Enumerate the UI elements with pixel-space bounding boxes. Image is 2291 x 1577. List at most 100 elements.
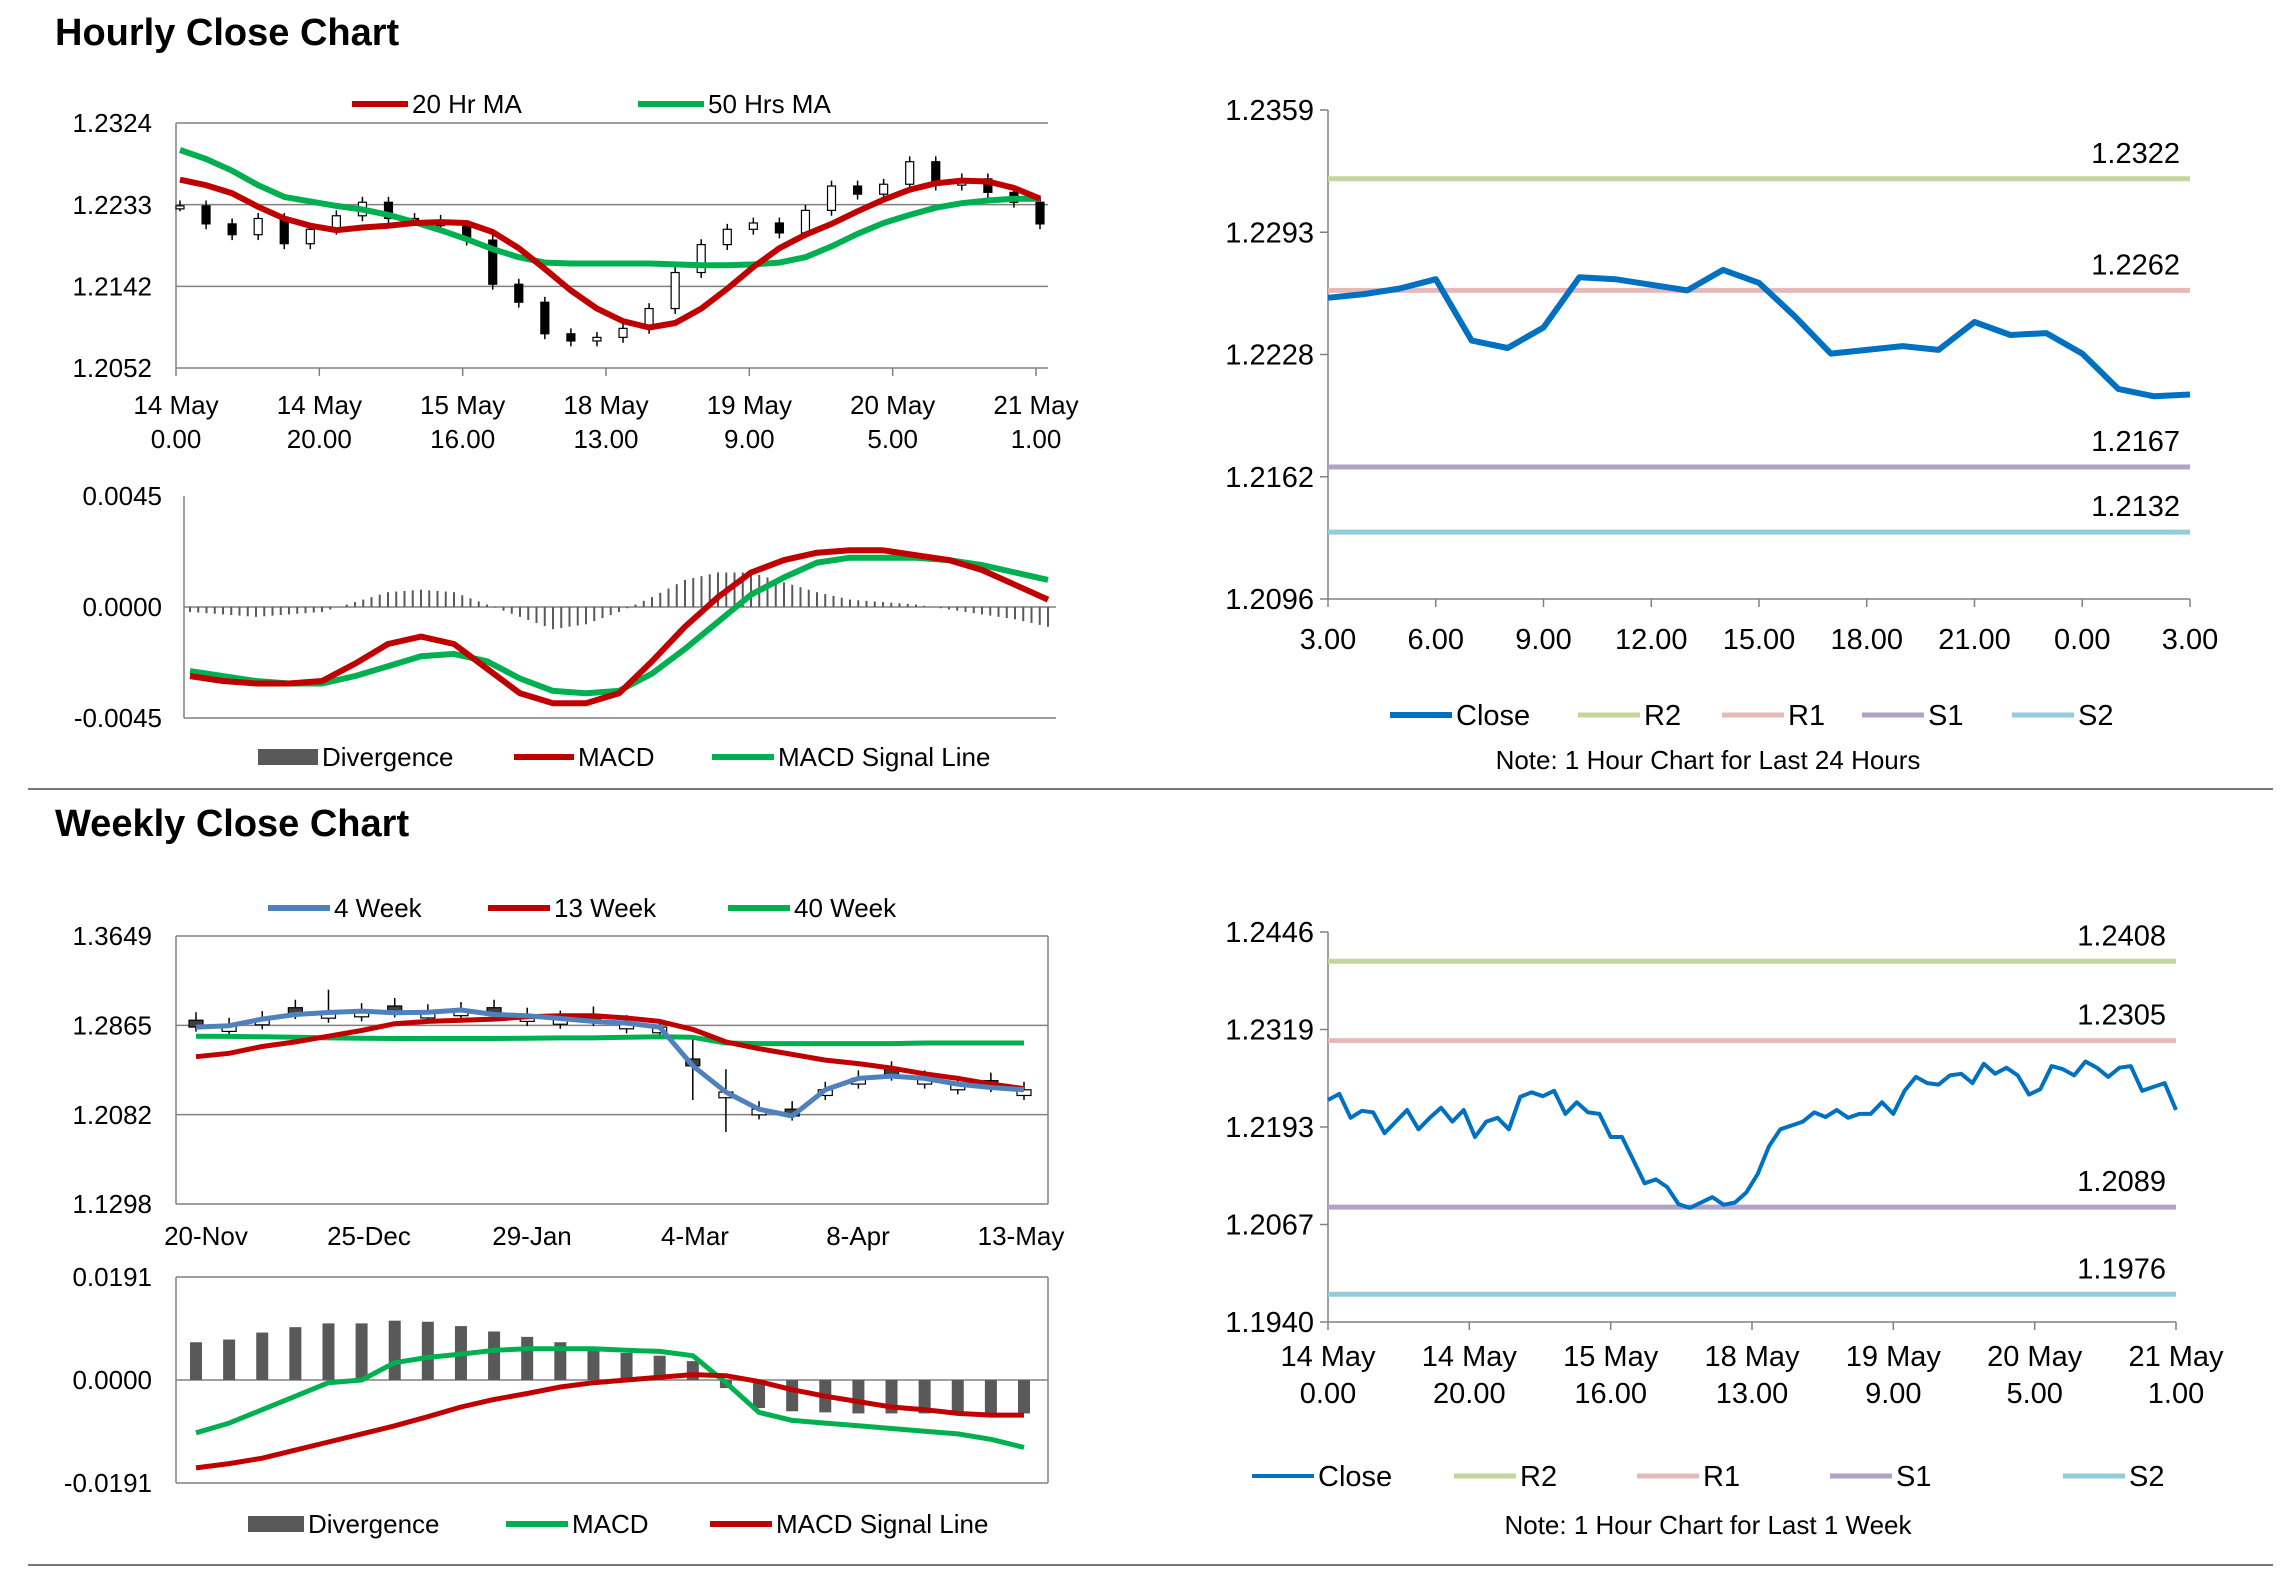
weekly_1w-x-tick-label: 20 May — [1987, 1341, 2083, 1373]
hourly_24h-x-tick-label: 12.00 — [1615, 624, 1688, 656]
candle-body — [774, 222, 784, 234]
hourly_24h-x-tick-label: 21.00 — [1938, 624, 2011, 656]
candle-body — [383, 201, 394, 220]
candle-body — [540, 301, 550, 335]
weekly_1w-y-tick-label: 1.2319 — [1225, 1015, 1314, 1047]
weekly-price-legend-label: 40 Week — [794, 893, 897, 923]
weekly_1w-x-tick-label: 14 May — [1422, 1341, 1518, 1373]
weekly-section-title: Weekly Close Chart — [55, 803, 410, 845]
hourly_24h-x-tick-label: 18.00 — [1830, 624, 1903, 656]
weekly_1w-x-tick-label: 20.00 — [1433, 1378, 1506, 1410]
hourly_24h-x-tick-label: 9.00 — [1515, 624, 1571, 656]
ma-50-line — [179, 147, 1040, 269]
hourly-price-x-tick-label: 9.00 — [724, 424, 775, 454]
weekly-price-x-tick-label: 25-Dec — [327, 1221, 411, 1251]
weekly-macd-y-tick-label: 0.0000 — [72, 1365, 152, 1395]
divergence-bar — [256, 1332, 269, 1380]
hourly-price-x-tick-label: 5.00 — [867, 424, 918, 454]
hourly-macd-legend-label: Divergence — [322, 742, 454, 772]
legend-label: R2 — [1644, 700, 1681, 732]
hourly_24h-y-tick-label: 1.2228 — [1225, 340, 1314, 372]
candle-body — [514, 283, 524, 303]
weekly-price-x-tick-label: 4-Mar — [661, 1221, 729, 1251]
hourly-price-y-tick-label: 1.2052 — [72, 353, 152, 383]
divergence-bar — [355, 1323, 368, 1380]
hourly-price-x-tick-label: 18 May — [563, 390, 648, 420]
level-value-s1: 1.2089 — [2077, 1166, 2166, 1198]
hourly-price-x-tick-label: 1.00 — [1011, 424, 1062, 454]
legend-label: S2 — [2129, 1461, 2164, 1493]
weekly-macd-legend-label: MACD Signal Line — [776, 1509, 988, 1539]
weekly-price-y-tick-label: 1.3649 — [72, 921, 152, 951]
hourly-macd-chart: 0.0045 0.0000 -0.0045 Divergence MACD MACD Si… — [74, 481, 1056, 772]
chart-note: Note: 1 Hour Chart for Last 24 Hours — [1496, 745, 1921, 775]
divergence-bar — [488, 1331, 501, 1380]
divergence-bar — [421, 1321, 434, 1380]
weekly-macd-y-tick-label: -0.0191 — [64, 1468, 152, 1498]
divergence-bar — [984, 1380, 997, 1414]
hourly_24h-x-tick-label: 6.00 — [1408, 624, 1464, 656]
level-value-r1: 1.2305 — [2077, 1000, 2166, 1032]
candle-body — [905, 161, 915, 185]
weekly-price-legend-label: 4 Week — [334, 893, 423, 923]
candle-body — [253, 217, 263, 236]
weekly_1w-x-tick-label: 14 May — [1280, 1341, 1376, 1373]
hourly-24h-chart: 1.2359 1.2293 1.2228 1.2162 1.2096 1.2322 1.22… — [1225, 95, 2218, 775]
hourly-macd-legend-label: MACD Signal Line — [778, 742, 990, 772]
divergence-bar — [653, 1355, 666, 1380]
divergence-bar — [190, 1342, 202, 1380]
close-line — [1327, 1059, 2178, 1210]
weekly-price-chart: 1.3649 1.2865 1.2082 1.1298 20-Nov 25-Dec 29-J… — [72, 893, 1064, 1251]
candle-body — [201, 205, 211, 225]
hourly-price-y-tick-label: 1.2324 — [72, 108, 152, 138]
hourly-price-y-tick-label: 1.2233 — [72, 190, 152, 220]
level-value-s1: 1.2167 — [2091, 426, 2180, 458]
candle-body — [800, 209, 811, 234]
level-value-r1: 1.2262 — [2091, 249, 2180, 281]
divergence-bar — [1018, 1380, 1030, 1414]
weekly-macd-legend-label: Divergence — [308, 1509, 440, 1539]
divergence-bar — [223, 1339, 236, 1380]
weekly_1w-x-tick-label: 5.00 — [2006, 1378, 2062, 1410]
divergence-bar — [852, 1380, 865, 1414]
hourly-price-x-tick-label: 14 May — [277, 390, 362, 420]
divergence-bar — [554, 1342, 567, 1380]
hourly-price-x-tick-label: 14 May — [133, 390, 218, 420]
macd-line — [195, 1346, 1025, 1450]
candle-body — [566, 333, 576, 342]
hourly-price-x-tick-label: 15 May — [420, 390, 505, 420]
ma-20-line — [179, 176, 1042, 331]
candle-body — [826, 185, 837, 211]
hourly-price-x-tick-label: 19 May — [707, 390, 792, 420]
level-value-r2: 1.2408 — [2077, 920, 2166, 952]
macd-line — [189, 547, 1050, 707]
legend-label: S1 — [1928, 700, 1963, 732]
hourly-macd-y-tick-label: 0.0045 — [82, 481, 162, 511]
legend-label: R2 — [1520, 1461, 1557, 1493]
level-value-r2: 1.2322 — [2091, 138, 2180, 170]
hourly_24h-x-tick-label: 3.00 — [1300, 624, 1356, 656]
candle-body — [748, 222, 758, 230]
hourly-section-title: Hourly Close Chart — [55, 12, 400, 54]
divergence-bar — [587, 1347, 600, 1380]
legend-label: S2 — [2078, 700, 2113, 732]
hourly_24h-y-tick-label: 1.2293 — [1225, 217, 1314, 249]
hourly-price-x-tick-label: 0.00 — [151, 424, 202, 454]
weekly-macd-legend-swatch — [248, 1516, 304, 1532]
macd-signal-line — [189, 554, 1049, 697]
weekly_1w-x-tick-label: 1.00 — [2148, 1378, 2204, 1410]
weekly_1w-y-tick-label: 1.2067 — [1225, 1210, 1314, 1242]
weekly-price-y-tick-label: 1.2865 — [72, 1010, 152, 1040]
hourly_24h-y-tick-label: 1.2162 — [1225, 462, 1314, 494]
weekly-price-y-tick-label: 1.1298 — [72, 1189, 152, 1219]
weekly_1w-x-tick-label: 15 May — [1563, 1341, 1659, 1373]
weekly_1w-x-tick-label: 19 May — [1846, 1341, 1942, 1373]
candle-body — [879, 183, 889, 195]
candle-body — [1035, 201, 1045, 225]
weekly-price-x-tick-label: 20-Nov — [164, 1221, 248, 1251]
weekly_1w-y-tick-label: 1.2193 — [1225, 1112, 1314, 1144]
hourly-macd-y-tick-label: 0.0000 — [82, 592, 162, 622]
divergence-bar — [521, 1336, 534, 1380]
hourly-price-legend-label: 50 Hrs MA — [708, 89, 831, 119]
weekly_1w-y-tick-label: 1.2446 — [1225, 917, 1314, 949]
